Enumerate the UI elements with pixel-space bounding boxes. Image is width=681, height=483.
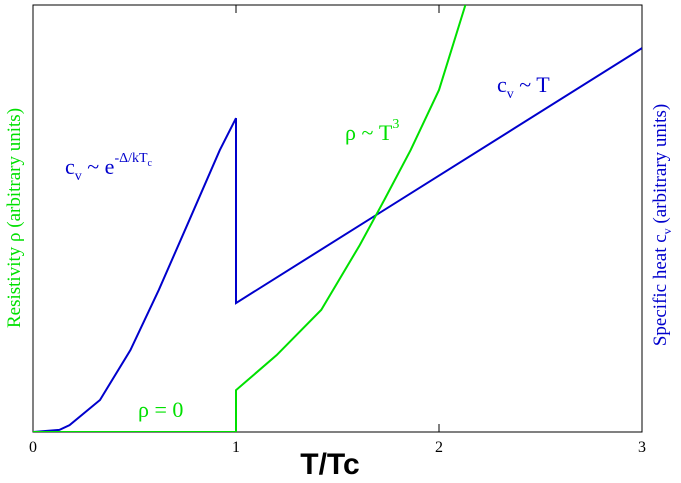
ann-part: ~ T [514, 72, 551, 97]
series-line [33, 5, 467, 432]
plot-frame [32, 4, 643, 433]
annotation: cv ~ T [497, 72, 550, 102]
ann-part: ρ ~ T [345, 120, 393, 145]
x-axis-label: T/Tc [300, 448, 359, 481]
ann-sup: -Δ/kT [114, 151, 148, 166]
ann-part: ρ = 0 [138, 397, 183, 422]
ann-part: c [65, 154, 75, 179]
x-tick-label: 0 [29, 439, 37, 456]
ann-sub: v [75, 169, 82, 184]
x-tick-label: 1 [232, 439, 240, 456]
ann-part: ~ e [82, 154, 115, 179]
annotation: ρ ~ T3 [345, 117, 399, 145]
label-part: Specific heat c [650, 234, 671, 346]
series-line [33, 47, 642, 432]
annotation: ρ = 0 [138, 397, 183, 422]
label-part: (arbitrary units) [650, 104, 671, 229]
x-tick-label: 2 [435, 439, 443, 456]
ann-sup: 3 [392, 117, 399, 132]
ann-sub: c [148, 158, 153, 169]
y-axis-label: Resistivity ρ (arbitrary units) [4, 108, 25, 328]
annotation: cv ~ e-Δ/kTc [65, 151, 153, 184]
label-sub: v [660, 228, 674, 234]
x-tick-label: 3 [638, 439, 646, 456]
y2-axis-label: Specific heat cv (arbitrary units) [650, 104, 674, 346]
ann-part: c [497, 72, 507, 97]
ann-sub: v [507, 87, 514, 102]
